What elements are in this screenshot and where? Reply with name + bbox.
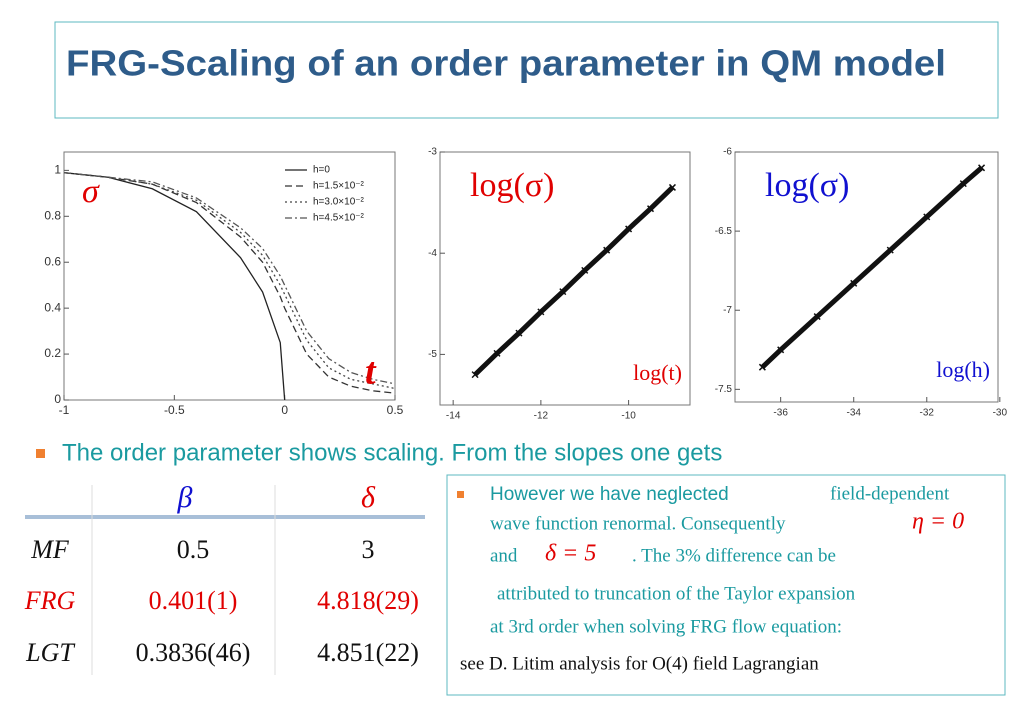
y-tick-label: -6.5: [715, 226, 733, 237]
point: [581, 266, 589, 274]
annotation: σ: [82, 173, 100, 210]
annotation: t: [365, 351, 377, 393]
note-formula: δ = 5: [545, 541, 596, 567]
point: [646, 205, 655, 213]
bullet-text: The order parameter shows scaling. From …: [62, 439, 722, 466]
x-tick-label: -10: [621, 411, 636, 422]
note-formula: η = 0: [912, 509, 964, 535]
table-cell: 0.5: [177, 535, 210, 564]
x-tick-label: -14: [446, 411, 461, 422]
x-tick-label: -0.5: [164, 403, 185, 417]
y-tick-label: 0.6: [44, 254, 61, 268]
note-text: field-dependent: [830, 483, 950, 504]
point: [978, 164, 986, 172]
y-tick-label: -5: [428, 349, 437, 360]
note-text: . The 3% difference can be: [632, 545, 836, 566]
y-tick-label: -3: [428, 147, 437, 158]
title-box: [54, 21, 999, 119]
x-tick-label: -12: [534, 411, 549, 422]
table-header: δ: [361, 481, 376, 514]
point: [850, 279, 858, 287]
series-line: [63, 172, 286, 401]
point: [668, 183, 676, 191]
note-reference: see D. Litim analysis for O(4) field Lag…: [460, 653, 819, 674]
point: [603, 246, 611, 254]
legend-label: h=4.5×10⁻²: [313, 213, 365, 224]
note-box: [446, 474, 1006, 696]
table-cell: 0.3836(46): [136, 638, 251, 667]
point: [959, 180, 967, 188]
legend-label: h=1.5×10⁻²: [313, 181, 365, 192]
y-tick-label: 1: [54, 163, 61, 177]
x-tick-label: 0: [281, 403, 288, 417]
plot-frame: [734, 151, 999, 403]
note-text: at 3rd order when solving FRG flow equat…: [490, 616, 842, 637]
y-tick-label: 0: [54, 392, 61, 406]
row-label: MF: [30, 535, 70, 564]
x-axis-label: log(h): [936, 357, 990, 382]
y-tick-label: -4: [428, 248, 437, 259]
point: [625, 225, 633, 233]
note-text: and: [490, 545, 518, 566]
row-label: FRG: [24, 586, 76, 615]
note-text: attributed to truncation of the Taylor e…: [497, 583, 856, 604]
point: [493, 349, 501, 357]
point: [886, 246, 894, 254]
chart-title: log(σ): [470, 167, 554, 204]
x-tick-label: -32: [920, 408, 935, 419]
slide-title: FRG-Scaling of an order parameter in QM …: [66, 43, 946, 84]
x-tick-label: -1: [59, 403, 70, 417]
table-cell: 0.401(1): [149, 586, 238, 615]
bullet-icon: [36, 449, 45, 458]
y-tick-label: -7: [723, 305, 732, 316]
table-cell: 4.818(29): [317, 586, 419, 615]
chart-title: log(σ): [765, 167, 849, 204]
y-tick-label: -6: [723, 147, 732, 158]
legend-label: h=0: [313, 165, 330, 176]
y-tick-label: 0.4: [44, 300, 61, 314]
y-tick-label: 0.8: [44, 208, 61, 222]
note-text: wave function renormal. Consequently: [490, 513, 786, 534]
point: [758, 363, 766, 371]
point: [813, 313, 821, 321]
series-line: [63, 172, 396, 394]
series-line: [63, 172, 396, 385]
note-text: However we have neglected: [490, 484, 729, 505]
plot-frame: [439, 151, 691, 406]
x-tick-label: -36: [773, 408, 788, 419]
x-tick-label: 0.5: [387, 403, 404, 417]
point: [777, 346, 785, 354]
series-line: [760, 165, 984, 369]
y-tick-label: -7.5: [715, 384, 733, 395]
point: [471, 371, 479, 379]
legend-label: h=3.0×10⁻²: [313, 197, 365, 208]
x-tick-label: -34: [846, 408, 861, 419]
table-cell: 4.851(22): [317, 638, 419, 667]
y-tick-label: 0.2: [44, 346, 61, 360]
x-axis-label: log(t): [633, 360, 682, 385]
bullet-icon: [457, 491, 464, 498]
table-header: β: [177, 481, 193, 514]
point: [559, 288, 567, 296]
row-label: LGT: [25, 638, 75, 667]
x-tick-label: -30: [993, 408, 1008, 419]
point: [923, 213, 931, 221]
point: [515, 329, 523, 337]
point: [537, 308, 545, 316]
table-cell: 3: [362, 535, 375, 564]
plot-frame: [63, 151, 396, 401]
series-line: [473, 185, 675, 377]
